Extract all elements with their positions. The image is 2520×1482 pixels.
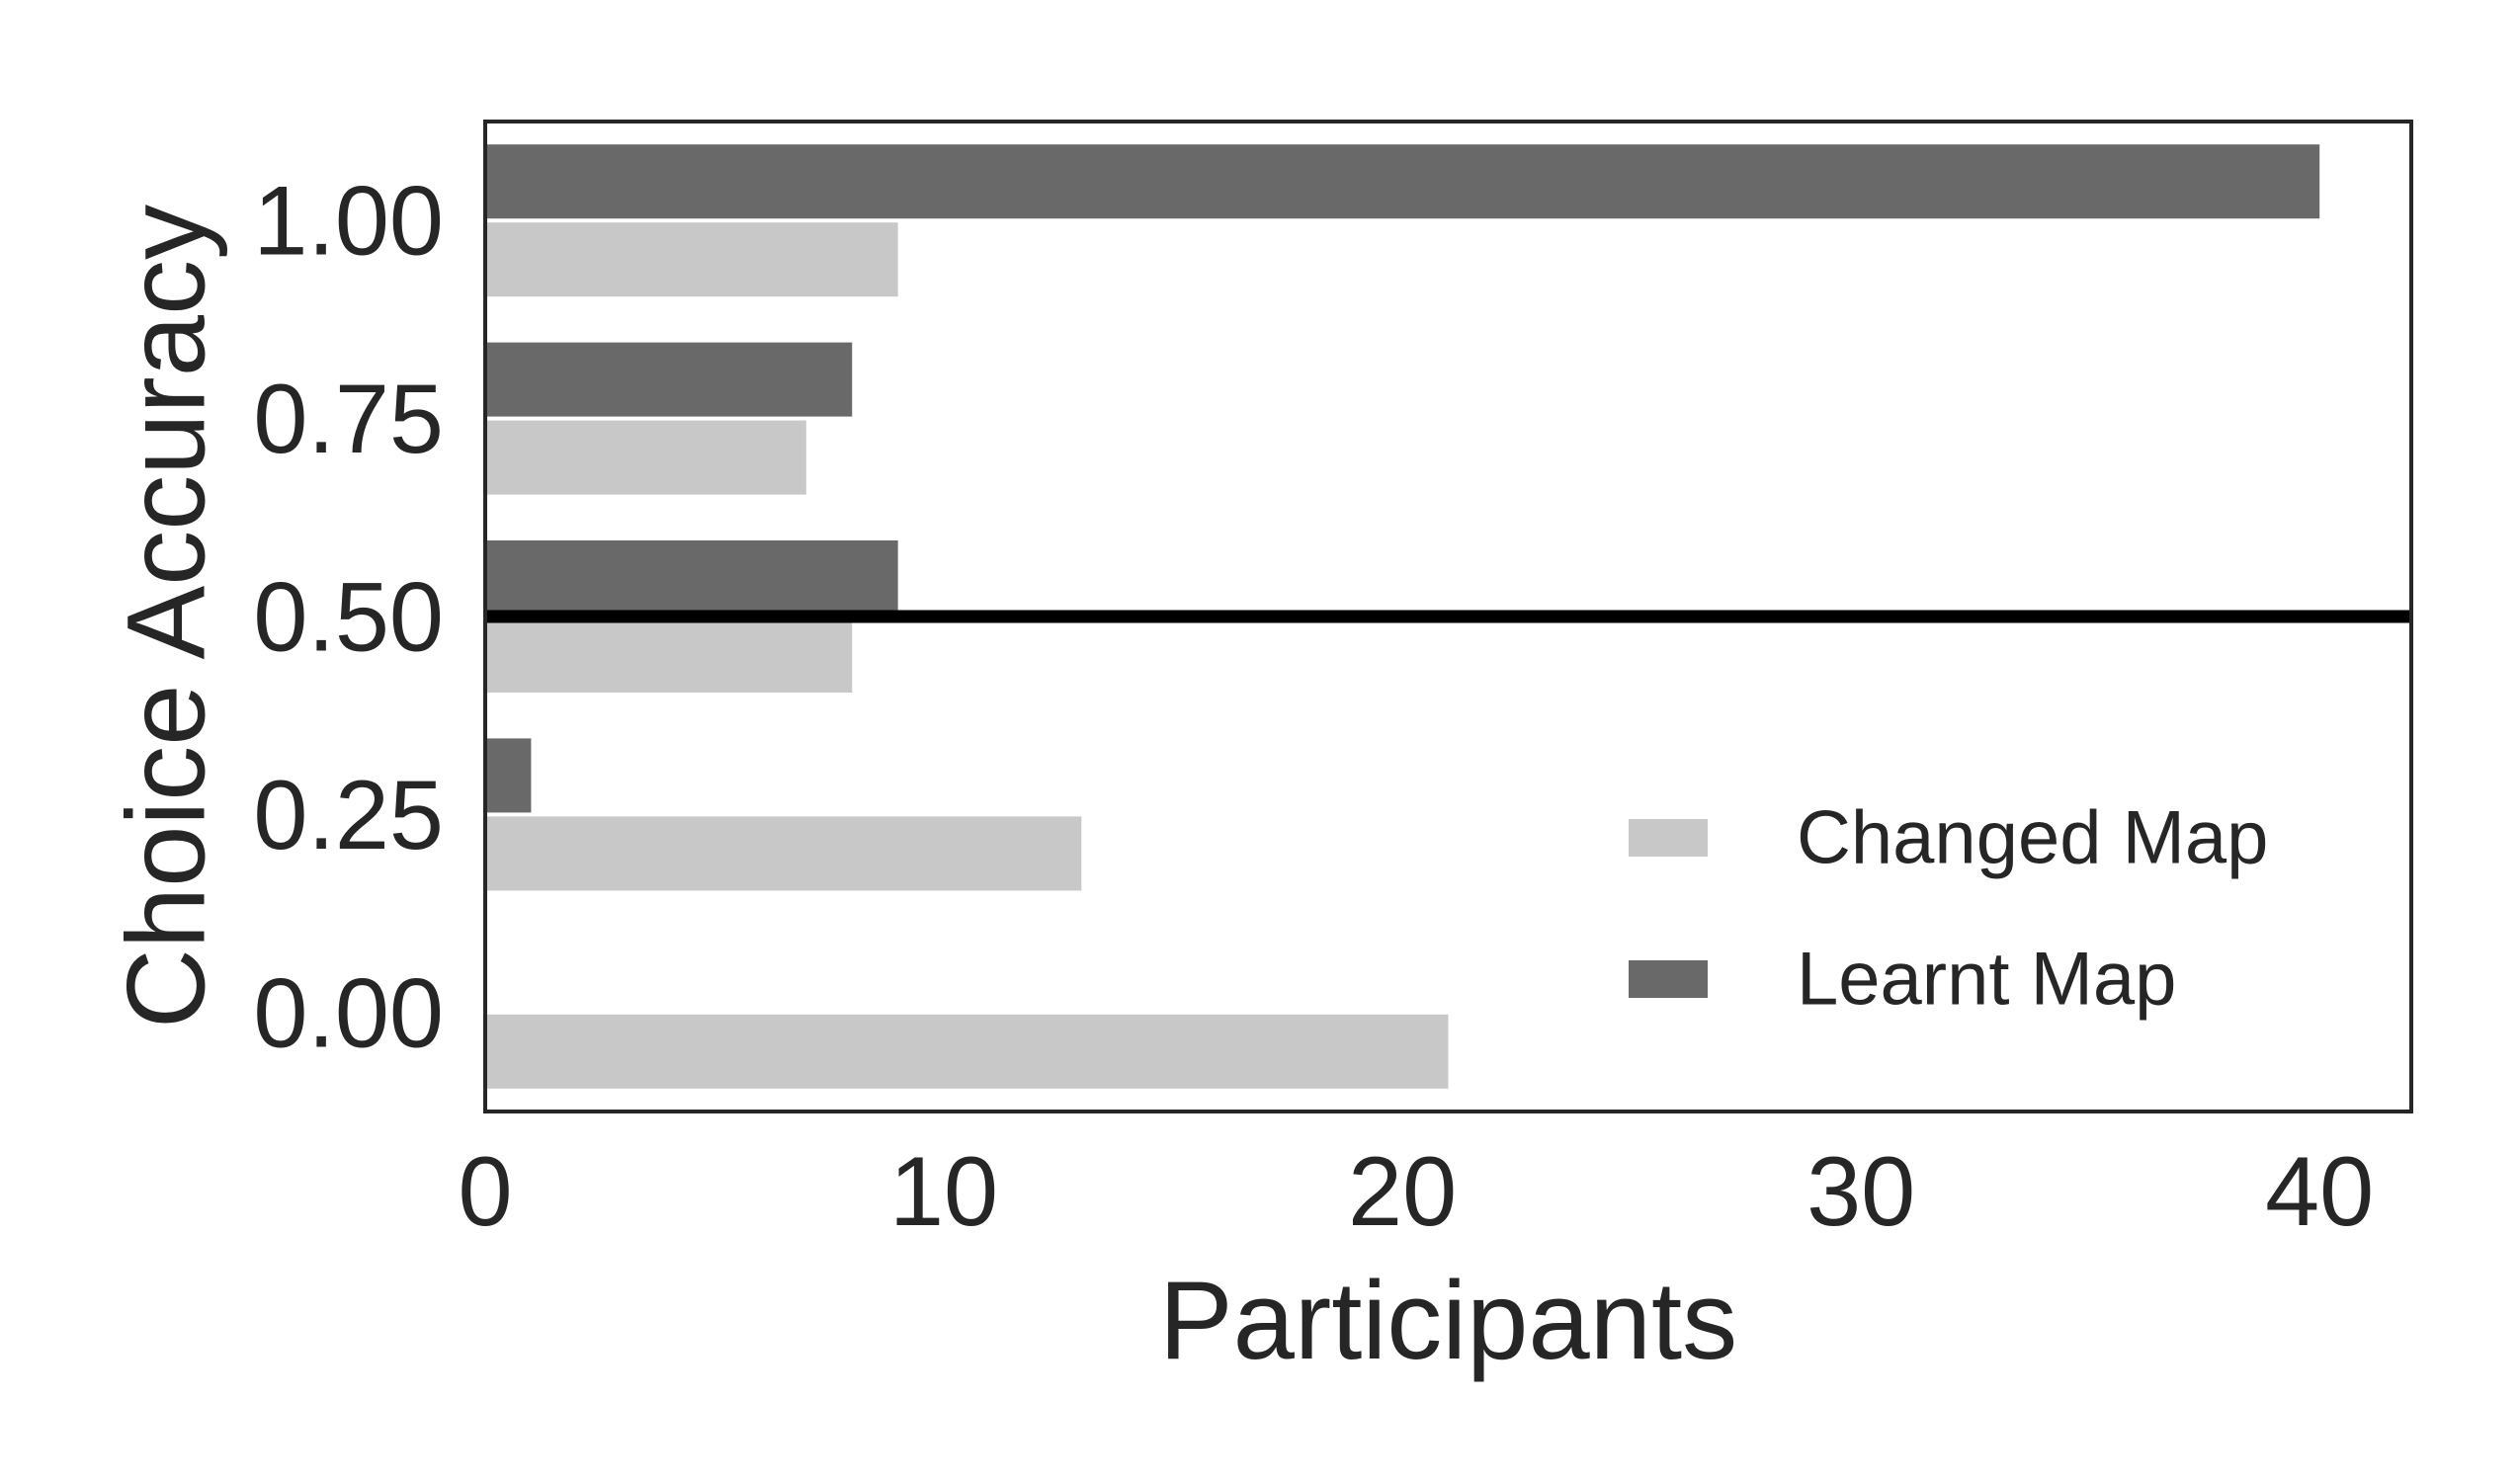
bar-learnt-map-0.75: [485, 342, 853, 417]
x-tick-label: 0: [458, 1136, 512, 1246]
y-axis-title: Choice Accuracy: [105, 205, 228, 1029]
bar-learnt-map-0.25: [485, 738, 532, 813]
bar-learnt-map-1.00: [485, 144, 2320, 219]
y-tick-labels: 1.00 0.75 0.50 0.25 0.00: [253, 166, 444, 1068]
legend-label: Learnt Map: [1797, 938, 2176, 1022]
bar-changed-map-0.00: [485, 1014, 1449, 1089]
bar-changed-map-1.00: [485, 222, 898, 297]
bar-learnt-map-0.50: [485, 540, 898, 615]
legend-label: Changed Map: [1797, 796, 2268, 880]
legend-swatch-changed-map: [1629, 819, 1708, 857]
y-tick-label: 0.25: [253, 760, 444, 869]
plot-frame: [483, 120, 2413, 1113]
bar-changed-map-0.25: [485, 816, 1082, 891]
x-tick-labels: 0 10 20 30 40: [458, 1136, 2374, 1246]
x-tick-label: 30: [1806, 1136, 1915, 1246]
x-tick-label: 20: [1348, 1136, 1457, 1246]
bars-layer: [485, 144, 2320, 1089]
x-tick-label: 10: [889, 1136, 998, 1246]
y-tick-label: 1.00: [253, 166, 444, 276]
y-tick-label: 0.75: [253, 364, 444, 473]
bar-changed-map-0.75: [485, 420, 806, 495]
x-tick-label: 40: [2265, 1136, 2374, 1246]
x-axis-title: Participants: [1159, 1259, 1737, 1382]
legend-swatch-learnt-map: [1629, 960, 1708, 998]
legend: Changed Map Learnt Map: [1629, 796, 2268, 1022]
bar-changed-map-0.50: [485, 618, 853, 693]
y-tick-label: 0.50: [253, 562, 444, 672]
y-tick-label: 0.00: [253, 957, 444, 1067]
